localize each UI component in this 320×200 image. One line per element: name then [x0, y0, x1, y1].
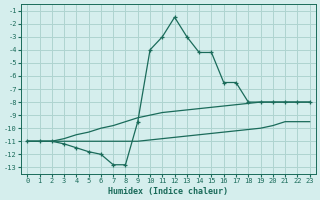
X-axis label: Humidex (Indice chaleur): Humidex (Indice chaleur): [108, 187, 228, 196]
